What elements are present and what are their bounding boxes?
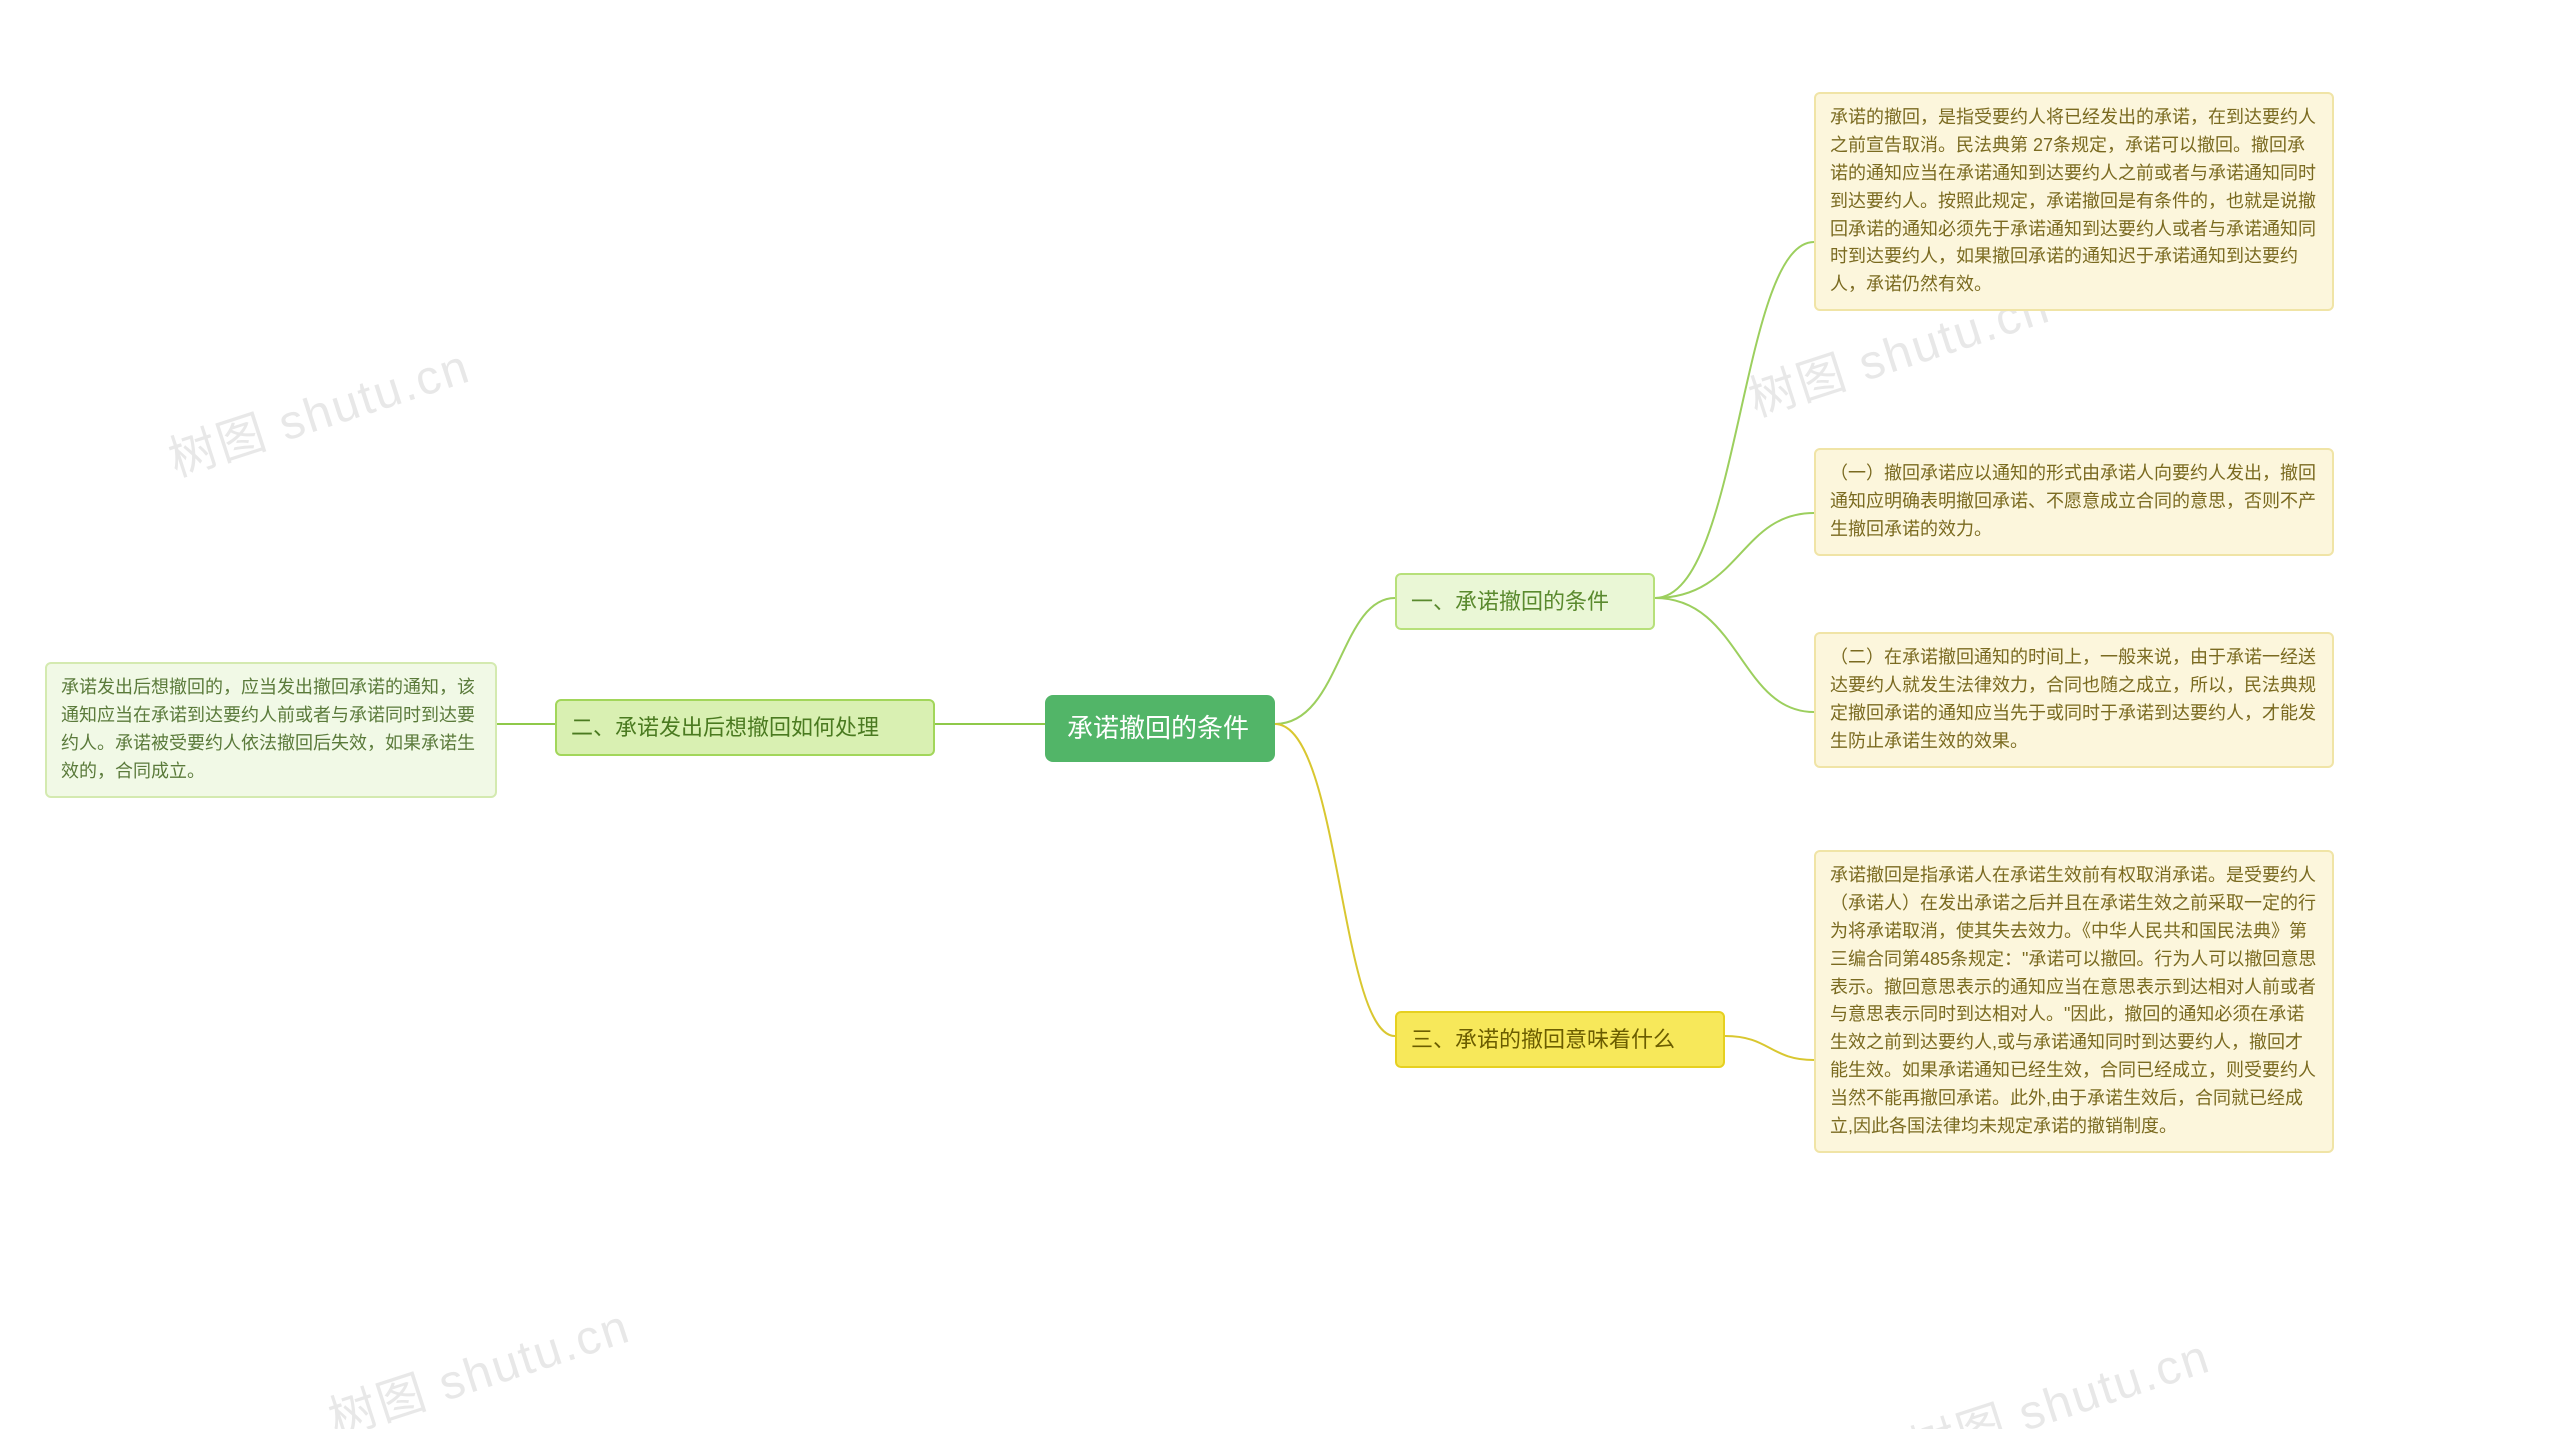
branch-section1[interactable]: 一、承诺撤回的条件 bbox=[1395, 573, 1655, 630]
branch-section2[interactable]: 二、承诺发出后想撤回如何处理 bbox=[555, 699, 935, 756]
watermark: 树图 shutu.cn bbox=[158, 327, 477, 490]
leaf-section1-2[interactable]: （二）在承诺撤回通知的时间上，一般来说，由于承诺一经送达要约人就发生法律效力，合… bbox=[1814, 632, 2334, 768]
leaf-section3-0[interactable]: 承诺撤回是指承诺人在承诺生效前有权取消承诺。是受要约人（承诺人）在发出承诺之后并… bbox=[1814, 850, 2334, 1153]
watermark: 树图 shutu.cn bbox=[318, 1287, 637, 1429]
watermark: 树图 shutu.cn bbox=[1898, 1317, 2217, 1429]
leaf-section1-1[interactable]: （一）撤回承诺应以通知的形式由承诺人向要约人发出，撤回通知应明确表明撤回承诺、不… bbox=[1814, 448, 2334, 556]
leaf-section2-0[interactable]: 承诺发出后想撤回的，应当发出撤回承诺的通知，该通知应当在承诺到达要约人前或者与承… bbox=[45, 662, 497, 798]
branch-section3[interactable]: 三、承诺的撤回意味着什么 bbox=[1395, 1011, 1725, 1068]
mindmap-root[interactable]: 承诺撤回的条件 bbox=[1045, 695, 1275, 762]
leaf-section1-0[interactable]: 承诺的撤回，是指受要约人将已经发出的承诺，在到达要约人之前宣告取消。民法典第 2… bbox=[1814, 92, 2334, 311]
